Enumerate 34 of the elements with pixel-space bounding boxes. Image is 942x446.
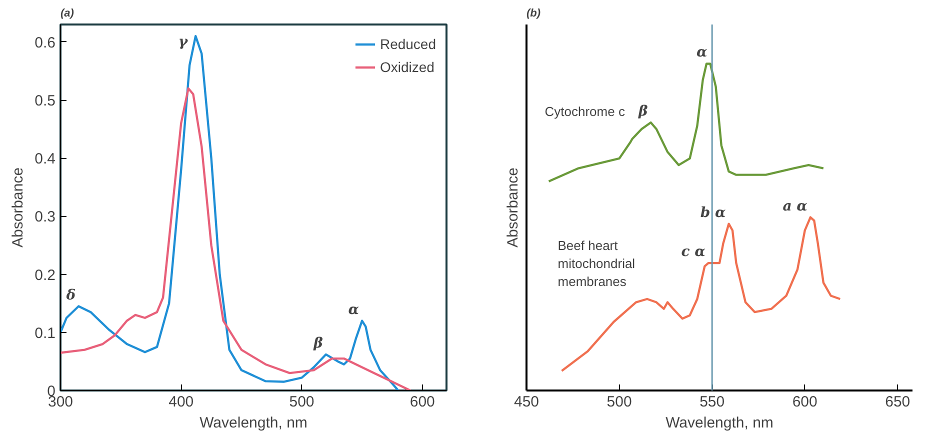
x-tick-label: 650 [885,394,910,410]
line-series [60,87,412,390]
annotation: α [348,302,360,318]
annotation: α [696,44,708,61]
annotation: a α [782,198,808,214]
chart-title: (b) [526,8,541,20]
annotation: c α [681,244,706,260]
annotation: β [638,104,649,120]
y-axis-title: Absorbance [504,167,522,248]
x-axis-title: Wavelength, nm [200,414,308,432]
x-tick-label: 500 [289,394,314,410]
series-label: Beef heart mitochondrial membranes [558,238,636,289]
y-tick-label: 0.6 [34,34,56,52]
x-tick-label: 550 [700,394,725,410]
x-tick-label: 400 [168,394,194,410]
annotation: β [312,335,324,352]
x-tick-label: 500 [606,394,632,410]
y-tick-label: 0.5 [34,92,56,110]
series-label: Cytochrome c [544,104,626,120]
y-tick-label: 0.3 [34,208,56,226]
y-tick-label: 0.1 [34,324,56,342]
legend-label: Reduced [380,36,436,52]
legend-label: Oxidized [380,59,434,75]
x-tick-label: 600 [410,394,435,410]
x-tick-label: 450 [514,394,540,410]
x-tick-label: 600 [792,394,818,410]
y-tick-label: 0.4 [34,150,56,168]
y-axis-title: Absorbance [10,167,27,248]
y-tick-label: 0.2 [34,266,56,284]
annotation: b α [700,204,726,221]
chart-title: (a) [60,8,74,20]
annotation: δ [65,287,76,304]
x-axis-title: Wavelength, nm [666,414,774,432]
annotation: γ [178,34,188,50]
